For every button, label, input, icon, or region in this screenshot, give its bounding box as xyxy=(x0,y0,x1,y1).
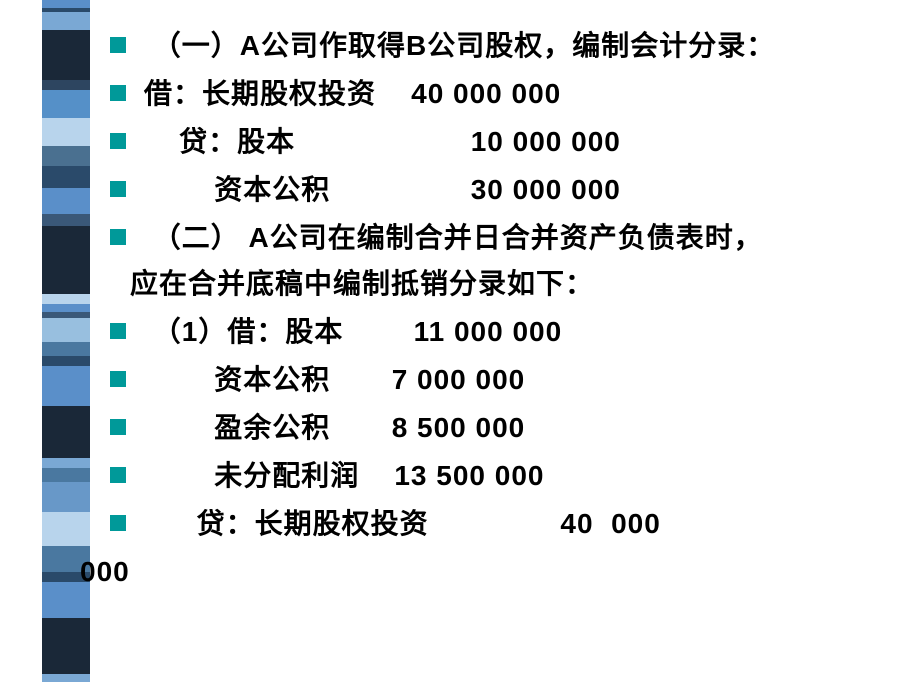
sidebar-segment xyxy=(42,304,90,312)
sidebar-segment xyxy=(42,80,90,90)
sidebar-segment xyxy=(42,318,90,342)
content-line: 未分配利润 13 500 000 xyxy=(110,455,910,497)
bullet-icon xyxy=(110,467,126,483)
line-text: 资本公积 7 000 000 xyxy=(144,359,525,401)
line-text: 未分配利润 13 500 000 xyxy=(144,455,545,497)
line-text: 资本公积 30 000 000 xyxy=(144,169,621,211)
bullet-icon xyxy=(110,229,126,245)
bullet-icon xyxy=(110,133,126,149)
bullet-icon xyxy=(110,515,126,531)
bullet-icon xyxy=(110,85,126,101)
sidebar-segment xyxy=(42,482,90,512)
line-text: 贷：股本 10 000 000 xyxy=(144,121,621,163)
line-text: （二） A公司在编制合并日合并资产负债表时， xyxy=(144,217,763,259)
sidebar-segment xyxy=(42,12,90,30)
sidebar-segment xyxy=(42,90,90,118)
sidebar-segment xyxy=(42,366,90,406)
sidebar-segment xyxy=(42,356,90,366)
content-line: 资本公积 30 000 000 xyxy=(110,169,910,211)
content-line: （1）借：股本 11 000 000 xyxy=(110,311,910,353)
sidebar-segment xyxy=(42,468,90,482)
line-text: （一）A公司作取得B公司股权，编制会计分录： xyxy=(144,25,775,67)
content-line: 贷：股本 10 000 000 xyxy=(110,121,910,163)
line-text: 借：长期股权投资 40 000 000 xyxy=(144,73,561,115)
sidebar-segment xyxy=(42,188,90,214)
line-text: 000 xyxy=(80,551,130,593)
line-text: 应在合并底稿中编制抵销分录如下： xyxy=(130,263,594,305)
sidebar-segment xyxy=(42,458,90,468)
content-line: 000 xyxy=(110,551,910,593)
bullet-icon xyxy=(110,371,126,387)
sidebar-segment xyxy=(42,294,90,304)
sidebar-segment xyxy=(42,674,90,682)
sidebar-segment xyxy=(42,618,90,674)
bullet-icon xyxy=(110,419,126,435)
line-text: 贷：长期股权投资 40 000 xyxy=(144,503,661,545)
sidebar-segment xyxy=(42,512,90,546)
line-text: （1）借：股本 11 000 000 xyxy=(144,311,562,353)
bullet-icon xyxy=(110,37,126,53)
sidebar-segment xyxy=(42,146,90,166)
content-line: 盈余公积 8 500 000 xyxy=(110,407,910,449)
content-line: 贷：长期股权投资 40 000 xyxy=(110,503,910,545)
sidebar-segment xyxy=(42,0,90,8)
sidebar-segment xyxy=(42,406,90,458)
sidebar-segment xyxy=(42,30,90,80)
content-line: 应在合并底稿中编制抵销分录如下： xyxy=(110,265,910,305)
content-line: 资本公积 7 000 000 xyxy=(110,359,910,401)
content-line: （一）A公司作取得B公司股权，编制会计分录： xyxy=(110,25,910,67)
content-line: （二） A公司在编制合并日合并资产负债表时， xyxy=(110,217,910,259)
slide-content: （一）A公司作取得B公司股权，编制会计分录： 借：长期股权投资 40 000 00… xyxy=(110,25,910,599)
line-text: 盈余公积 8 500 000 xyxy=(144,407,525,449)
sidebar-segment xyxy=(42,214,90,226)
content-line: 借：长期股权投资 40 000 000 xyxy=(110,73,910,115)
sidebar-segment xyxy=(42,166,90,188)
sidebar-segment xyxy=(42,342,90,356)
bullet-icon xyxy=(110,181,126,197)
sidebar-segment xyxy=(42,226,90,294)
bullet-icon xyxy=(110,323,126,339)
sidebar-segment xyxy=(42,118,90,146)
